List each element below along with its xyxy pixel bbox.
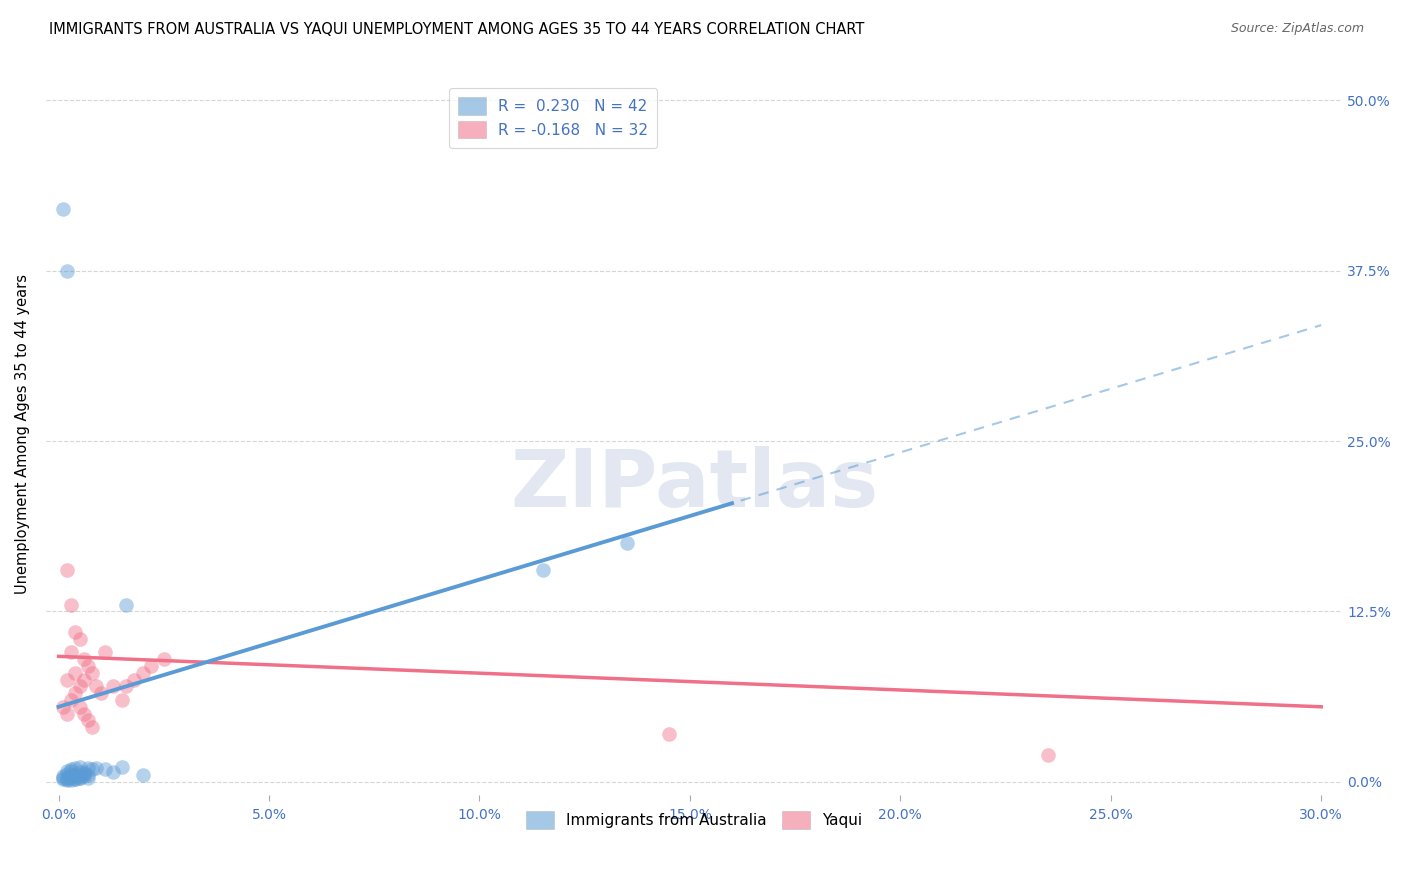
Point — [658, 727, 681, 741]
Point — [60, 598, 83, 612]
Point — [73, 706, 96, 721]
Point — [56, 263, 79, 277]
Point — [82, 665, 104, 680]
Point — [111, 693, 134, 707]
Point — [73, 766, 96, 780]
Text: ZIPatlas: ZIPatlas — [510, 446, 879, 524]
Point — [86, 679, 108, 693]
Point — [77, 771, 100, 785]
Point — [56, 673, 79, 687]
Point — [69, 632, 91, 646]
Point — [90, 686, 112, 700]
Point — [69, 699, 91, 714]
Point — [52, 772, 75, 786]
Point — [65, 665, 87, 680]
Point — [60, 773, 83, 788]
Point — [77, 659, 100, 673]
Point — [111, 760, 134, 774]
Point — [77, 761, 100, 775]
Point — [65, 772, 87, 786]
Point — [60, 693, 83, 707]
Point — [69, 769, 91, 783]
Point — [69, 765, 91, 780]
Y-axis label: Unemployment Among Ages 35 to 44 years: Unemployment Among Ages 35 to 44 years — [15, 274, 30, 594]
Point — [56, 564, 79, 578]
Point — [77, 768, 100, 782]
Point — [73, 769, 96, 783]
Point — [56, 772, 79, 786]
Point — [141, 659, 163, 673]
Point — [1036, 747, 1059, 762]
Point — [65, 686, 87, 700]
Point — [86, 761, 108, 775]
Point — [60, 764, 83, 778]
Point — [56, 764, 79, 778]
Point — [52, 202, 75, 217]
Point — [94, 763, 117, 777]
Point — [103, 765, 125, 780]
Point — [153, 652, 176, 666]
Point — [73, 673, 96, 687]
Point — [52, 771, 75, 785]
Text: Source: ZipAtlas.com: Source: ZipAtlas.com — [1230, 22, 1364, 36]
Point — [132, 768, 155, 782]
Text: IMMIGRANTS FROM AUSTRALIA VS YAQUI UNEMPLOYMENT AMONG AGES 35 TO 44 YEARS CORREL: IMMIGRANTS FROM AUSTRALIA VS YAQUI UNEMP… — [49, 22, 865, 37]
Point — [56, 706, 79, 721]
Point — [69, 771, 91, 785]
Point — [73, 765, 96, 780]
Point — [82, 720, 104, 734]
Point — [56, 766, 79, 780]
Point — [60, 768, 83, 782]
Point — [82, 763, 104, 777]
Point — [52, 769, 75, 783]
Point — [103, 679, 125, 693]
Point — [69, 760, 91, 774]
Point — [73, 766, 96, 780]
Point — [132, 665, 155, 680]
Point — [56, 771, 79, 785]
Point — [65, 772, 87, 786]
Point — [531, 564, 554, 578]
Point — [60, 763, 83, 777]
Point — [77, 714, 100, 728]
Point — [52, 699, 75, 714]
Point — [616, 536, 638, 550]
Point — [65, 761, 87, 775]
Point — [94, 645, 117, 659]
Point — [73, 652, 96, 666]
Point — [65, 768, 87, 782]
Point — [56, 773, 79, 788]
Point — [65, 769, 87, 783]
Point — [65, 768, 87, 782]
Point — [69, 771, 91, 785]
Point — [115, 598, 138, 612]
Legend: Immigrants from Australia, Yaqui: Immigrants from Australia, Yaqui — [520, 805, 868, 835]
Point — [69, 679, 91, 693]
Point — [60, 645, 83, 659]
Point — [65, 624, 87, 639]
Point — [124, 673, 146, 687]
Point — [60, 771, 83, 785]
Point — [115, 679, 138, 693]
